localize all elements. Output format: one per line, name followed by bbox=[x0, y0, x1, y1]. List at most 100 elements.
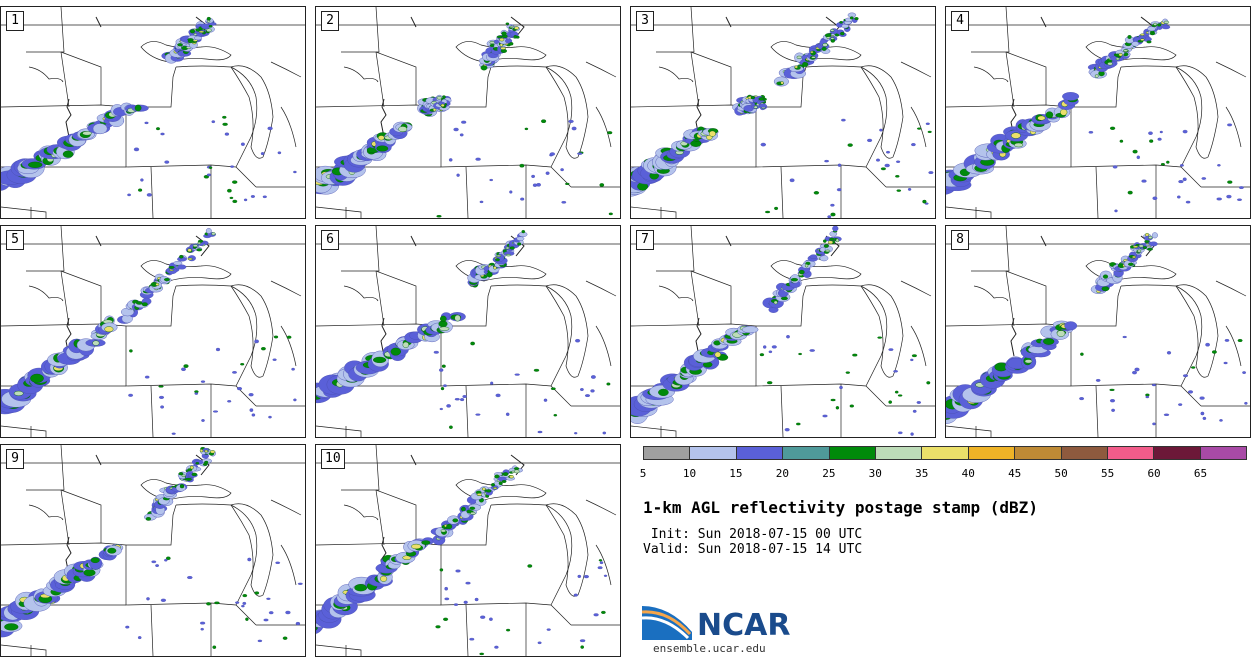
state-border bbox=[316, 425, 362, 437]
echo-cell bbox=[433, 350, 439, 354]
colorbar-tick-label: 55 bbox=[1100, 467, 1115, 480]
echo-cell bbox=[454, 397, 460, 401]
echo-cell bbox=[1185, 200, 1191, 204]
echo-cell bbox=[455, 569, 461, 573]
state-border bbox=[125, 326, 257, 407]
echo-cell bbox=[825, 249, 831, 253]
echo-cell bbox=[248, 393, 254, 397]
echo-cell bbox=[911, 354, 917, 358]
echo-cell bbox=[144, 375, 150, 379]
echo-cell bbox=[521, 229, 526, 234]
lake-outline bbox=[343, 285, 379, 302]
valid-time: Valid: Sun 2018-07-15 14 UTC bbox=[643, 542, 863, 557]
reflectivity-echoes bbox=[316, 22, 613, 218]
reflectivity-map bbox=[316, 7, 620, 218]
echo-cell bbox=[912, 409, 917, 413]
echo-cell bbox=[146, 597, 150, 601]
echo-cell bbox=[206, 173, 211, 177]
echo-cell bbox=[500, 46, 506, 50]
echo-cell bbox=[608, 212, 613, 216]
echo-cell bbox=[273, 335, 279, 339]
echo-cell bbox=[1102, 274, 1109, 279]
lake-outline bbox=[595, 106, 612, 148]
state-border bbox=[1, 285, 177, 327]
echo-cell bbox=[753, 105, 758, 109]
echo-cell bbox=[160, 405, 165, 409]
echo-cell bbox=[498, 481, 503, 486]
echo-cell bbox=[165, 556, 171, 561]
echo-cell bbox=[496, 254, 502, 257]
echo-cell bbox=[164, 558, 168, 562]
echo-cell bbox=[444, 586, 448, 591]
echo-cell bbox=[158, 395, 164, 399]
lake-outline bbox=[270, 280, 302, 297]
echo-cell bbox=[470, 511, 476, 515]
echo-cell bbox=[436, 214, 442, 218]
echo-cell bbox=[1223, 361, 1228, 365]
echo-cell bbox=[1131, 255, 1137, 259]
echo-cell bbox=[830, 398, 836, 402]
echo-cell bbox=[845, 371, 851, 374]
state-border bbox=[1005, 270, 1015, 327]
echo-cell bbox=[771, 345, 777, 349]
echo-cell bbox=[199, 449, 204, 453]
reflectivity-echoes bbox=[631, 226, 931, 436]
echo-cell bbox=[1132, 149, 1138, 154]
colorbar-swatch bbox=[875, 447, 923, 459]
echo-cell bbox=[585, 394, 591, 398]
colorbar-swatch bbox=[690, 447, 737, 459]
echo-cell bbox=[830, 37, 835, 40]
echo-cell bbox=[268, 611, 274, 615]
echo-cell bbox=[519, 163, 525, 168]
echo-cell bbox=[502, 472, 509, 476]
echo-cell bbox=[505, 22, 510, 25]
echo-cell bbox=[179, 254, 184, 259]
echo-cell bbox=[200, 380, 206, 383]
echo-cell bbox=[1110, 126, 1116, 130]
echo-cell bbox=[127, 193, 132, 197]
state-border bbox=[946, 206, 992, 218]
echo-cell bbox=[141, 302, 148, 307]
echo-cell bbox=[509, 246, 515, 250]
echo-cell bbox=[505, 38, 513, 44]
echo-cell bbox=[1178, 180, 1184, 184]
echo-cell bbox=[1056, 330, 1066, 337]
state-border bbox=[341, 7, 380, 53]
echo-cell bbox=[1219, 419, 1223, 422]
echo-cell bbox=[28, 161, 43, 168]
reflectivity-echoes bbox=[946, 18, 1244, 213]
state-border bbox=[946, 66, 1122, 108]
echo-cell bbox=[599, 561, 604, 565]
echo-cell bbox=[824, 159, 830, 163]
echo-cell bbox=[1122, 335, 1127, 339]
echo-cell bbox=[145, 517, 152, 521]
echo-cell bbox=[254, 591, 260, 595]
map-boundaries bbox=[631, 7, 935, 218]
echo-cell bbox=[454, 314, 461, 322]
echo-cell bbox=[590, 375, 596, 379]
state-border bbox=[440, 326, 572, 407]
echo-cell bbox=[714, 351, 722, 358]
state-border bbox=[125, 545, 257, 626]
echo-cell bbox=[583, 575, 589, 579]
map-boundaries bbox=[316, 226, 620, 437]
reflectivity-echoes bbox=[1, 16, 297, 203]
echo-cell bbox=[177, 264, 187, 270]
echo-cell bbox=[875, 158, 880, 162]
echo-cell bbox=[453, 127, 459, 132]
reflectivity-echoes bbox=[316, 229, 611, 435]
echo-cell bbox=[603, 574, 608, 577]
state-border bbox=[631, 285, 807, 327]
echo-cell bbox=[1132, 245, 1139, 248]
echo-cell bbox=[285, 610, 291, 615]
echo-cell bbox=[597, 566, 603, 570]
echo-cell bbox=[1107, 62, 1113, 66]
echo-cell bbox=[104, 326, 114, 333]
river-line bbox=[410, 454, 417, 466]
echo-cell bbox=[247, 557, 252, 562]
river-line bbox=[725, 235, 732, 247]
echo-cell bbox=[254, 339, 259, 344]
state-border bbox=[150, 166, 154, 218]
echo-cell bbox=[1201, 177, 1207, 180]
lake-outline bbox=[140, 260, 232, 282]
